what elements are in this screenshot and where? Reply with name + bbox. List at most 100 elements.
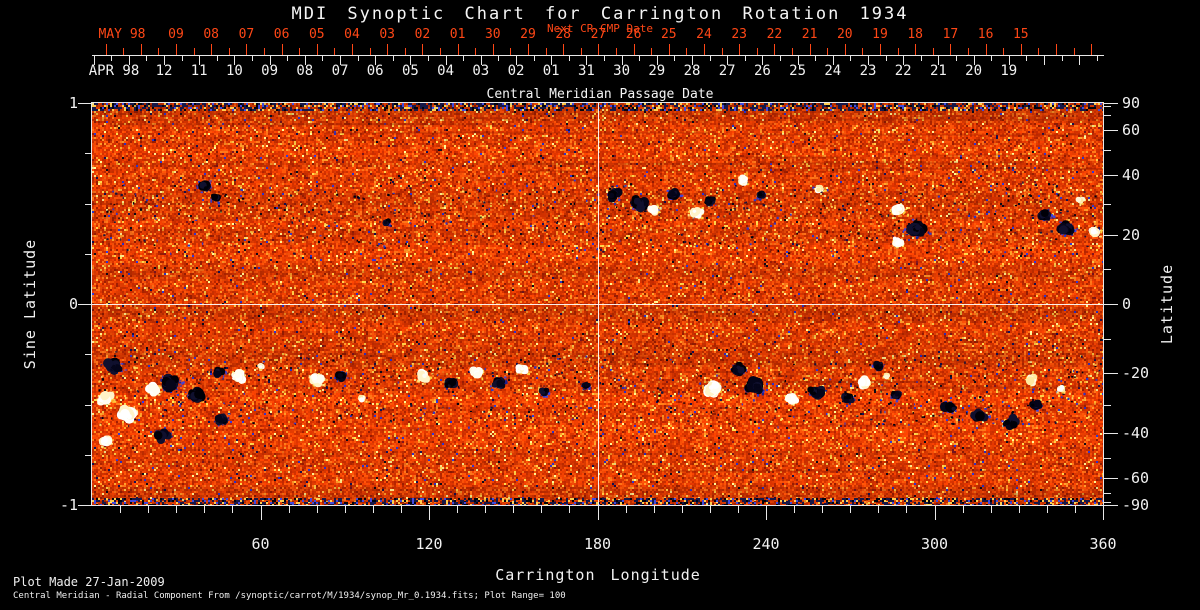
axis-tick — [85, 203, 92, 205]
axis-tick — [369, 48, 371, 55]
axis-tick — [148, 506, 150, 513]
cmp-next-date-label: 15 — [1012, 27, 1029, 42]
axis-tick — [551, 56, 553, 65]
axis-tick — [1056, 44, 1057, 55]
axis-tick — [1008, 56, 1010, 65]
axis-tick — [78, 103, 92, 104]
axis-tick — [1038, 48, 1040, 55]
axis-tick — [246, 44, 248, 55]
axis-tick — [1073, 48, 1075, 55]
cmp-next-date-label: 02 — [414, 27, 431, 42]
axis-tick — [1003, 48, 1005, 55]
axis-tick — [1104, 505, 1118, 506]
axis-tick — [597, 506, 599, 520]
cmp-next-date-label: 24 — [696, 27, 712, 42]
latitude-tick-label: -40 — [1122, 424, 1150, 443]
cmp-next-date-label: 09 — [168, 27, 184, 42]
axis-tick — [516, 56, 517, 65]
axis-tick — [85, 354, 92, 356]
axis-tick — [1104, 129, 1118, 131]
axis-tick — [920, 56, 922, 61]
axis-tick — [375, 56, 377, 65]
axis-tick — [621, 56, 623, 65]
axis-tick — [216, 56, 218, 61]
cmp-next-date-label: 21 — [801, 27, 818, 42]
axis-tick — [128, 56, 130, 65]
axis-tick — [352, 44, 353, 55]
axis-tick — [827, 48, 829, 55]
cmp-next-date-label: 08 — [203, 27, 220, 42]
axis-tick — [1026, 56, 1028, 61]
longitude-tick-label: 360 — [1089, 535, 1117, 553]
plot-made-note: Plot Made 27-Jan-2009 — [13, 575, 165, 589]
axis-tick — [586, 56, 588, 65]
axis-tick — [653, 506, 655, 513]
cmp-next-date-label: 06 — [273, 27, 290, 42]
cmp-current-date-label: 06 — [366, 63, 384, 79]
cmp-current-date-label: 25 — [789, 63, 807, 79]
axis-tick — [973, 56, 975, 65]
axis-tick — [498, 56, 500, 61]
cmp-next-date-label: 27 — [590, 27, 607, 42]
axis-tick — [962, 506, 964, 513]
left-axis-title: Sine Latitude — [21, 238, 39, 370]
axis-tick — [950, 44, 952, 55]
axis-tick — [1104, 457, 1111, 459]
axis-tick — [211, 44, 213, 55]
axis-tick — [704, 44, 705, 55]
cmp-current-date-label: 27 — [718, 63, 736, 79]
axis-tick — [234, 56, 236, 65]
axis-tick — [938, 56, 940, 65]
axis-tick — [1103, 506, 1104, 520]
axis-tick — [1104, 235, 1118, 237]
cmp-next-date-label: 20 — [836, 27, 853, 42]
axis-tick — [485, 506, 487, 513]
axis-tick — [809, 44, 811, 55]
cmp-current-date-label: 21 — [929, 63, 947, 79]
axis-tick — [93, 56, 95, 65]
cmp-next-date-label: 19 — [872, 27, 888, 42]
axis-tick — [85, 404, 92, 406]
axis-tick — [334, 48, 336, 55]
cmp-current-date-label: 09 — [261, 63, 279, 79]
axis-tick — [429, 506, 430, 520]
axis-tick — [316, 506, 318, 513]
axis-tick — [533, 56, 535, 61]
axis-tick — [400, 506, 402, 513]
axis-tick — [580, 48, 582, 55]
axis-tick — [686, 48, 688, 55]
latitude-tick-label: -60 — [1122, 469, 1150, 488]
cmp-current-date-label: 12 — [155, 63, 173, 79]
latitude-tick-label: 20 — [1122, 226, 1141, 245]
axis-tick — [475, 48, 477, 55]
axis-tick — [372, 506, 374, 513]
cmp-current-date-label: 20 — [965, 63, 983, 79]
axis-tick — [528, 44, 529, 55]
axis-tick — [545, 48, 547, 55]
sine-latitude-tick-label: 0 — [68, 295, 78, 313]
cmp-next-date-label: 18 — [907, 27, 924, 42]
axis-tick — [598, 44, 600, 55]
axis-tick — [1091, 44, 1093, 55]
axis-tick — [968, 48, 969, 55]
axis-tick — [260, 506, 262, 520]
axis-tick — [480, 56, 482, 65]
axis-tick — [721, 48, 723, 55]
axis-tick — [164, 56, 165, 65]
axis-tick — [181, 56, 183, 61]
source-file-note: Central Meridian - Radial Component From… — [13, 591, 566, 601]
axis-tick — [457, 506, 459, 513]
axis-tick — [651, 48, 653, 55]
axis-tick — [85, 153, 92, 155]
axis-tick — [140, 44, 142, 55]
axis-tick — [897, 48, 899, 55]
next-cr-cmp-date-label: Next CR CMP Date — [547, 22, 653, 35]
axis-tick — [1104, 269, 1111, 271]
axis-tick — [252, 56, 253, 61]
cmp-current-date-label: 24 — [824, 63, 842, 79]
axis-tick — [815, 56, 817, 61]
axis-tick — [792, 48, 793, 55]
axis-tick — [744, 56, 746, 61]
axis-tick — [457, 44, 459, 55]
